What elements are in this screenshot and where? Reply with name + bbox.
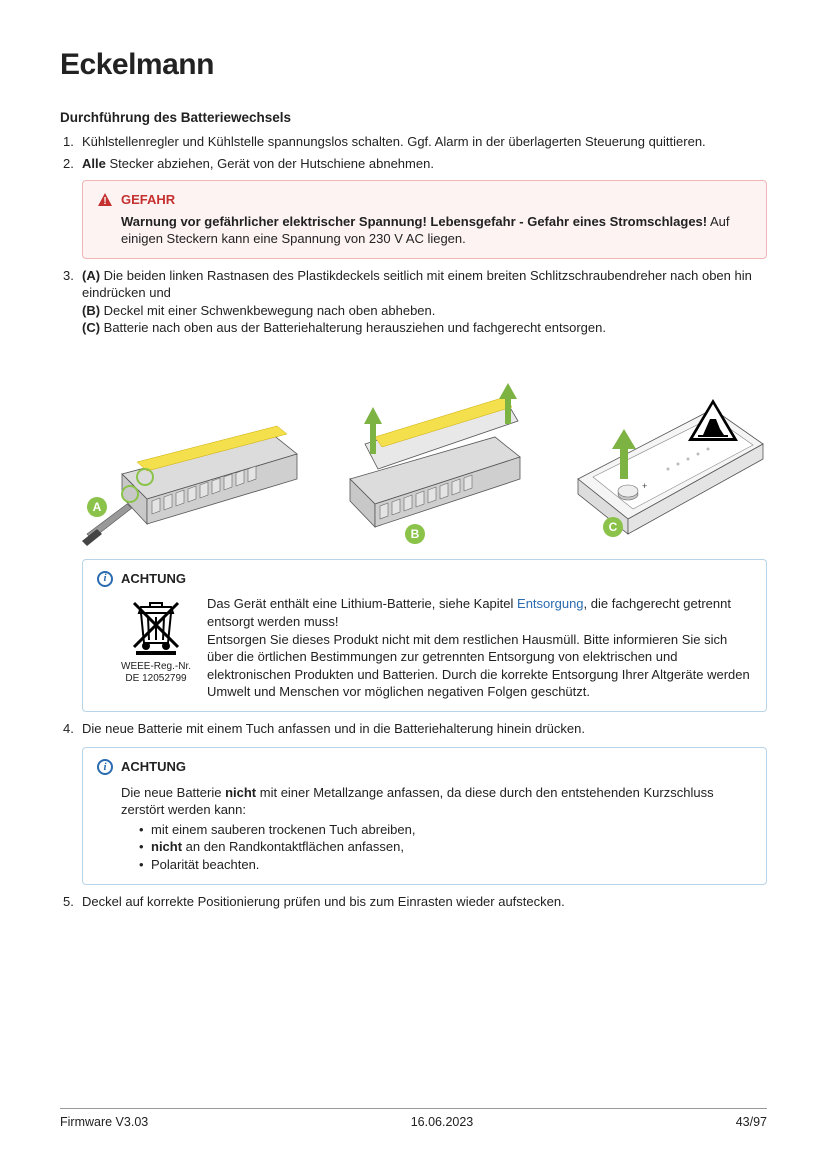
badge-c: C <box>603 517 623 537</box>
info-icon-2: i <box>97 759 113 775</box>
step-2: Alle Stecker abziehen, Gerät von der Hut… <box>60 155 767 259</box>
weee-num: DE 12052799 <box>121 673 191 685</box>
step-2-bold: Alle <box>82 156 106 171</box>
footer-center: 16.06.2023 <box>411 1115 474 1129</box>
footer: Firmware V3.03 16.06.2023 43/97 <box>60 1108 767 1129</box>
step-3a-text: Die beiden linken Rastnasen des Plastikd… <box>82 268 752 301</box>
danger-title: GEFAHR <box>121 191 175 209</box>
step-list: Kühlstellenregler und Kühlstelle spannun… <box>60 133 767 910</box>
a1-pre: Das Gerät enthält eine Lithium-Batterie,… <box>207 596 517 611</box>
step-1: Kühlstellenregler und Kühlstelle spannun… <box>60 133 767 151</box>
info-icon: i <box>97 571 113 587</box>
diagram-c: + <box>548 349 773 549</box>
step-3c-text: Batterie nach oben aus der Batteriehalte… <box>100 320 606 335</box>
svg-text:!: ! <box>103 196 106 207</box>
a2-b3: Polarität beachten. <box>139 856 752 874</box>
achtung-box-1: i ACHTUNG <box>82 559 767 712</box>
a2-bold: nicht <box>225 785 256 800</box>
achtung1-text: Das Gerät enthält eine Lithium-Batterie,… <box>207 595 752 700</box>
step-3b-label: (B) <box>82 303 100 318</box>
entsorgung-link[interactable]: Entsorgung <box>517 596 584 611</box>
diagram-b: B <box>320 359 540 549</box>
footer-right: 43/97 <box>736 1115 767 1129</box>
achtung-box-2: i ACHTUNG Die neue Batterie nicht mit ei… <box>82 747 767 884</box>
achtung2-title: ACHTUNG <box>121 758 186 776</box>
footer-left: Firmware V3.03 <box>60 1115 148 1129</box>
a2-pre: Die neue Batterie <box>121 785 225 800</box>
a2-b1: mit einem sauberen trockenen Tuch abreib… <box>139 821 752 839</box>
step-4: Die neue Batterie mit einem Tuch anfasse… <box>60 720 767 885</box>
badge-b: B <box>405 524 425 544</box>
svg-text:+: + <box>642 481 647 491</box>
danger-icon: ! <box>97 192 113 208</box>
a2-b2-post: an den Randkontaktflächen anfassen, <box>182 839 404 854</box>
diagram-row: A <box>82 349 767 549</box>
weee-label: WEEE-Reg.-Nr. <box>121 661 191 673</box>
step-3c-label: (C) <box>82 320 100 335</box>
step-3: (A) Die beiden linken Rastnasen des Plas… <box>60 267 767 712</box>
danger-box: ! GEFAHR Warnung vor gefährlicher elektr… <box>82 180 767 259</box>
step-2-text: Stecker abziehen, Gerät von der Hutschie… <box>106 156 434 171</box>
step-5: Deckel auf korrekte Positionierung prüfe… <box>60 893 767 911</box>
a2-b2-bold: nicht <box>151 839 182 854</box>
section-title: Durchführung des Batteriewechsels <box>60 110 767 125</box>
a2-b2: nicht an den Randkontaktflächen anfassen… <box>139 838 752 856</box>
danger-bold: Warnung vor gefährlicher elektrischer Sp… <box>121 214 707 229</box>
weee-symbol: WEEE-Reg.-Nr. DE 12052799 <box>121 595 191 685</box>
step-3a-label: (A) <box>82 268 100 283</box>
a1-text2: Entsorgen Sie dieses Produkt nicht mit d… <box>207 632 750 700</box>
diagram-a: A <box>82 379 312 549</box>
step-4-text: Die neue Batterie mit einem Tuch anfasse… <box>82 721 585 736</box>
step-3b-text: Deckel mit einer Schwenkbewegung nach ob… <box>100 303 435 318</box>
achtung2-bullets: mit einem sauberen trockenen Tuch abreib… <box>121 821 752 874</box>
achtung1-title: ACHTUNG <box>121 570 186 588</box>
badge-a: A <box>87 497 107 517</box>
logo: Eckelmann <box>60 48 767 82</box>
